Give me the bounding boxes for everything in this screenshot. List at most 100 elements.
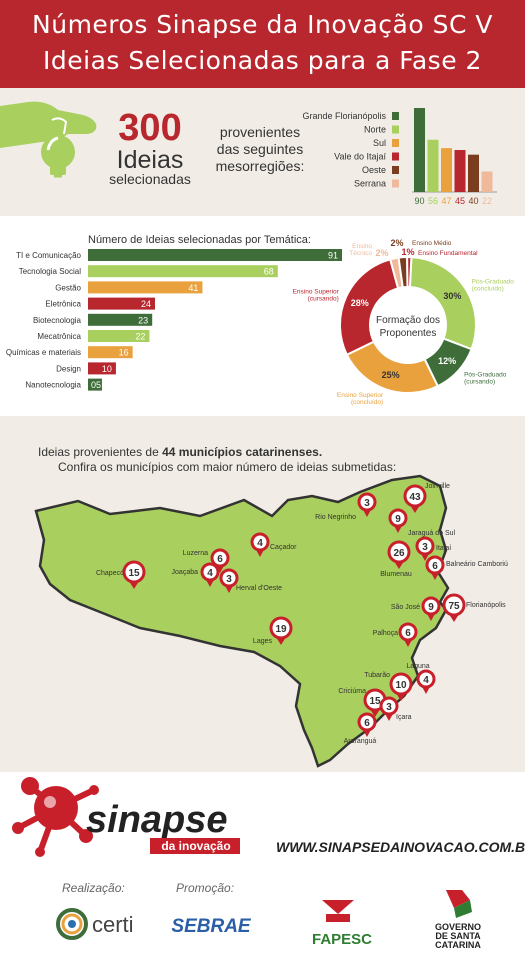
donut-slice-name: (concluído) [351,399,383,406]
pin-marker [269,616,293,640]
theme-bar [88,265,278,278]
city-name-label: Joinville [425,483,450,490]
selected-word: selecionadas [109,171,191,187]
theme-label: Gestão [55,283,81,292]
region-bar [427,139,439,192]
region-legend-swatch [392,125,399,134]
pin-count: 9 [395,514,401,525]
region-value-label: 40 [468,196,478,206]
theme-bar [88,346,133,359]
theme-label: Tecnologia Social [19,267,81,276]
pin-count: 4 [423,675,429,686]
donut-slice-name: (cursando) [464,378,495,385]
city-name-label: Araranguá [344,738,377,745]
theme-value-label: 24 [141,299,151,309]
region-legend-label: Vale do Itajaí [334,152,386,162]
promocao-label: Promoção: [176,881,234,895]
brand-sub-box [150,838,240,854]
sebrae-text: SEBRAE [171,916,252,937]
region-bar [441,148,452,192]
donut-slice [339,258,400,357]
donut-percent-label: 12% [438,356,456,366]
pin-count: 10 [395,680,407,691]
donut-percent-label: 1% [401,247,414,257]
theme-bar [88,330,150,342]
pin-count: 15 [369,696,381,707]
pin-count: 4 [257,538,263,549]
donut-slice-name: (cursando) [308,296,339,303]
gov-line-3: CATARINA [435,940,481,950]
theme-value-label: 41 [188,283,198,293]
city-name-label: Jaraguá do Sul [408,530,456,537]
theme-label: Design [56,364,81,373]
theme-label: Mecatrônica [37,332,81,341]
pin-marker [387,540,411,564]
pin-count: 4 [207,568,213,579]
formation-donut-chart: 30%Pós-Graduado(concluído)12%Pós-Graduad… [293,238,515,406]
theme-value-label: 10 [102,364,112,374]
pin-marker [357,492,377,512]
origin-line-1: provenientes [220,124,300,140]
themes-chart-title: Número de Ideias selecionadas por Temáti… [88,234,311,246]
region-bar [481,171,493,192]
city-name-label: Florianópolis [466,602,506,609]
pin-marker [210,548,230,568]
pin-marker [122,560,146,584]
gov-line-1: GOVERNO [435,922,481,932]
map-intro-line-2: Confira os municípios com maior número d… [58,460,396,474]
city-name-label: Palhoça [373,630,398,637]
ideas-count: 300 [118,107,181,149]
footer-section: sinapse da inovação WWW.SINAPSEDAINOVACA… [0,772,525,959]
pin-marker [398,622,418,642]
region-bar [414,108,425,192]
region-value-label: 45 [455,196,465,206]
donut-center-label: Formação dos [376,315,440,326]
city-name-label: Içara [396,714,412,721]
pin-marker [415,536,435,556]
city-name-label: Balneário Camboriú [446,561,508,568]
pin-marker [425,555,445,575]
theme-value-label: 22 [135,332,145,342]
title-line-2: Ideias Selecionadas para a Fase 2 [43,46,482,75]
fapesc-text: FAPESC [312,931,372,948]
pin-count: 6 [217,554,223,565]
regions-bar-chart: 90 Grande Florianópolis 56 Norte 47 Sul 45 Vale… [302,108,497,206]
pin-count: 19 [275,624,287,635]
region-bar [454,150,466,192]
governo-sc-logo: GOVERNO DE SANTA CATARINA [435,890,481,950]
region-legend-label: Serrana [354,179,386,189]
city-name-label: Blumenau [380,571,412,578]
region-value-label: 22 [482,196,492,206]
brand-sub: da inovação [161,839,230,853]
pin-count: 15 [128,568,140,579]
donut-percent-label: 25% [382,370,400,380]
pin-count: 75 [448,601,460,612]
theme-bar [88,297,155,310]
summary-svg: 300 Ideias selecionadas provenientes das… [0,101,497,206]
santa-catarina-map-shape [34,474,450,768]
region-bar [468,154,479,192]
donut-percent-label: 2% [390,238,403,248]
website-url[interactable]: WWW.SINAPSEDAINOVACAO.COM.BR/SC [276,839,525,855]
theme-value-label: 05 [91,380,101,390]
theme-bar [88,378,102,391]
donut-percent-label: 28% [351,298,369,308]
city-name-label: Lages [253,638,273,645]
brand-name: sinapse [86,799,228,841]
header-banner: Números Sinapse da Inovação SC V Ideias … [0,0,525,88]
pin-count: 3 [386,702,392,713]
realizacao-label: Realização: [62,881,125,895]
theme-bar [88,249,342,261]
region-legend-swatch [392,152,399,161]
region-legend-swatch [392,166,399,174]
pin-count: 3 [422,542,428,553]
region-legend-swatch [392,139,399,147]
donut-slice [406,256,413,289]
map-svg: Ideias provenientes de 44 municípios cat… [34,445,508,768]
pin-marker [389,672,413,696]
donut-slice-name: Ensino Fundamental [418,250,478,257]
region-value-label: 47 [441,196,451,206]
theme-label: Eletrônica [45,300,81,309]
city-name-label: Herval d'Oeste [236,585,282,592]
region-legend-label: Norte [364,125,386,135]
